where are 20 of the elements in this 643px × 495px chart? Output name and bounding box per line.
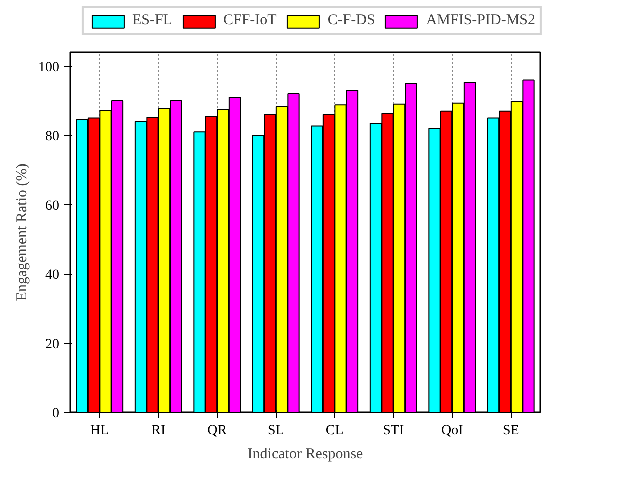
x-tick-label: STI [383,424,404,438]
y-tick-label: 0 [52,406,60,422]
x-tick-label: QR [208,424,228,438]
x-tick-label: SE [502,424,520,438]
legend-label: AMFIS-PID-MS2 [426,12,536,30]
x-tick-label: CL [326,424,344,438]
y-tick-label: 60 [46,198,60,214]
y-tick-label: 20 [46,337,60,352]
x-tick-label: RI [152,424,166,438]
y-tick-label: 100 [38,60,60,76]
y-tick-label: 80 [46,130,60,145]
x-tick-label: HL [90,424,110,438]
legend-label: CFF-IoT [223,12,277,30]
legend-label: C-F-DS [328,12,376,30]
x-axis-title: Indicator Response [248,446,364,462]
x-tick-label: SL [268,424,284,438]
x-tick-label: QoI [441,424,464,438]
legend-label: ES-FL [132,12,172,30]
y-axis-title: Engagement Ratio (%) [14,164,30,302]
y-tick-label: 40 [46,268,60,284]
